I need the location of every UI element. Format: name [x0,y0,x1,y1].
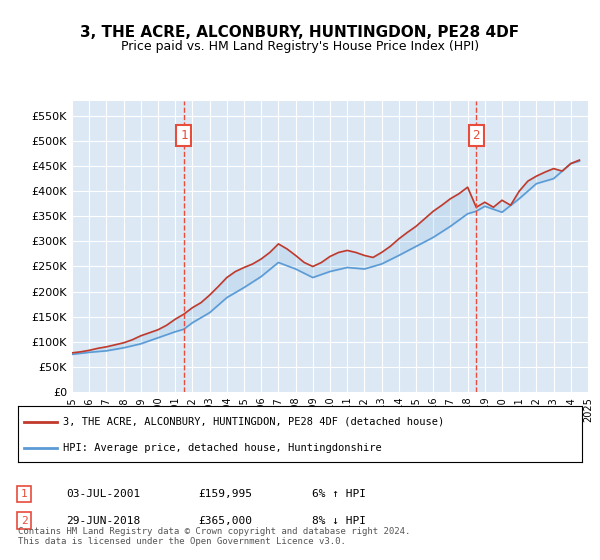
Text: 2: 2 [20,516,28,526]
Text: 2: 2 [472,129,480,142]
Text: 1: 1 [180,129,188,142]
Text: 03-JUL-2001: 03-JUL-2001 [66,489,140,499]
Text: £159,995: £159,995 [198,489,252,499]
Text: 29-JUN-2018: 29-JUN-2018 [66,516,140,526]
Text: 1: 1 [20,489,28,499]
Text: £365,000: £365,000 [198,516,252,526]
Text: HPI: Average price, detached house, Huntingdonshire: HPI: Average price, detached house, Hunt… [63,443,382,453]
Text: Contains HM Land Registry data © Crown copyright and database right 2024.
This d: Contains HM Land Registry data © Crown c… [18,526,410,546]
Text: 6% ↑ HPI: 6% ↑ HPI [312,489,366,499]
Text: 3, THE ACRE, ALCONBURY, HUNTINGDON, PE28 4DF: 3, THE ACRE, ALCONBURY, HUNTINGDON, PE28… [80,25,520,40]
Text: Price paid vs. HM Land Registry's House Price Index (HPI): Price paid vs. HM Land Registry's House … [121,40,479,53]
Text: 3, THE ACRE, ALCONBURY, HUNTINGDON, PE28 4DF (detached house): 3, THE ACRE, ALCONBURY, HUNTINGDON, PE28… [63,417,445,427]
Text: 8% ↓ HPI: 8% ↓ HPI [312,516,366,526]
